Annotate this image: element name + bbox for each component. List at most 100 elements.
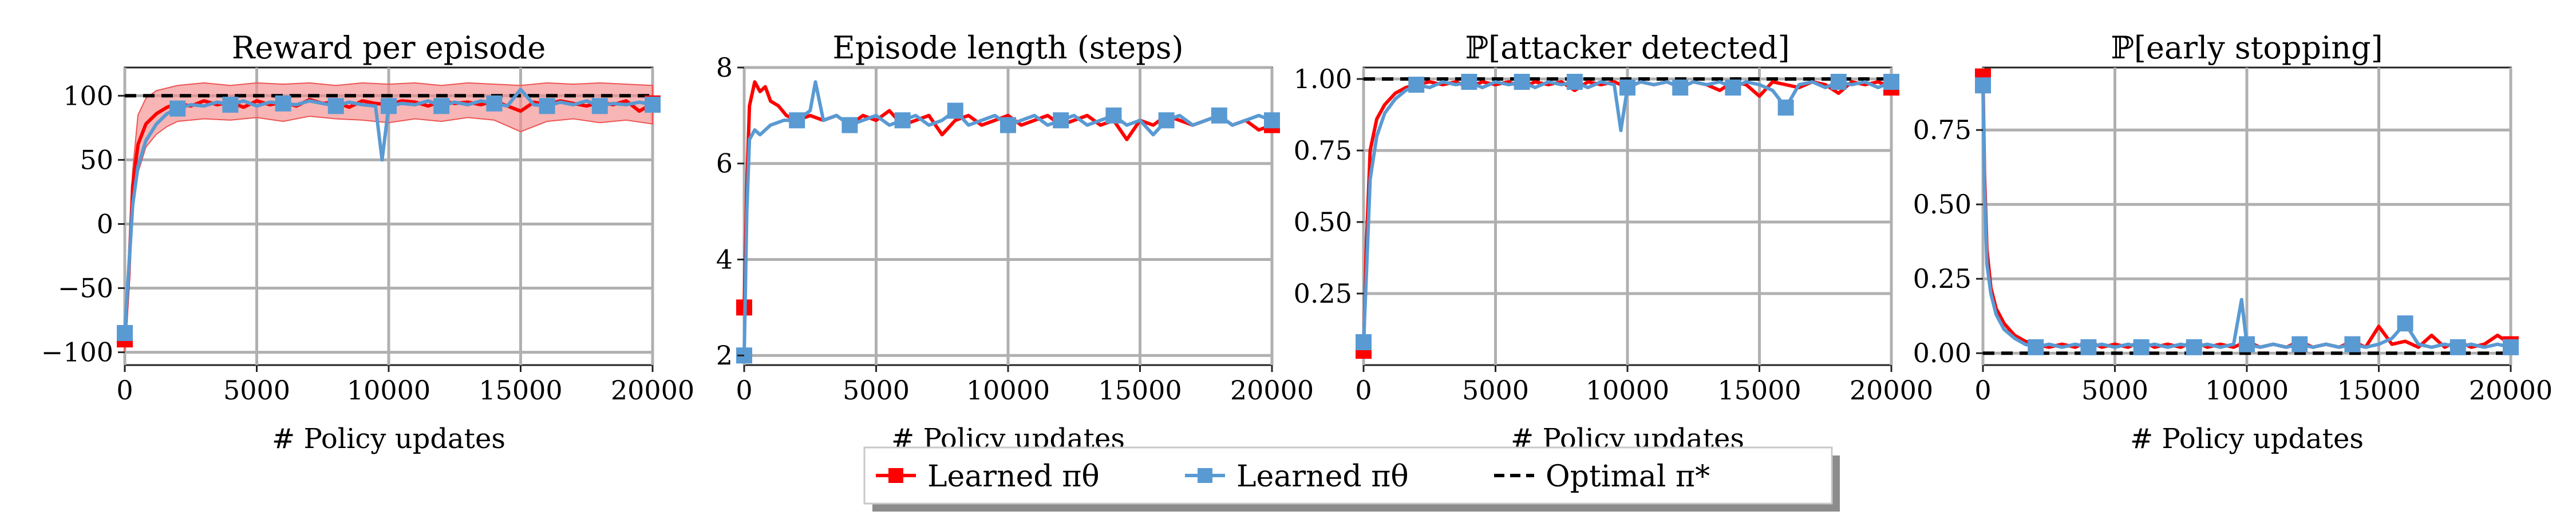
panel-detected-ytick-label: 0.75 bbox=[1294, 135, 1352, 166]
panel-reward-xtick-label: 15000 bbox=[479, 375, 562, 406]
panel-early-stopping-ytick-label: 0.75 bbox=[1913, 114, 1971, 145]
legend-box bbox=[863, 446, 1833, 505]
legend-entry-optimal: Optimal π* bbox=[1494, 459, 1710, 494]
panel-early-stopping-ticks: 0 5000 10000 15000 20000 0.00 0.25 0.50 0.75 bbox=[1913, 114, 2553, 406]
panel-reward-ytick-label: 100 bbox=[63, 80, 113, 111]
panel-length-xtick-label: 15000 bbox=[1098, 375, 1182, 406]
panel-early-stopping-series bbox=[1975, 68, 2519, 355]
panel-length-ytick-label: 8 bbox=[716, 52, 733, 83]
panel-early-stopping-series-blue-marker bbox=[2449, 339, 2466, 355]
panel-length-series-blue-marker bbox=[1000, 117, 1016, 133]
panel-detected-xtick-label: 20000 bbox=[1850, 375, 1933, 406]
panel-early-stopping-series-blue-marker bbox=[2397, 315, 2413, 332]
panel-early-stopping-xlabel: # Policy updates bbox=[2130, 423, 2364, 455]
panel-reward-ticks: 0 5000 10000 15000 20000 −100 −50 0 50 100 bbox=[41, 80, 695, 406]
legend: Learned πθ Learned πθ Optimal π* bbox=[863, 446, 1840, 512]
panel-detected-series-blue-marker bbox=[1619, 80, 1635, 96]
panel-detected-xtick-label: 0 bbox=[1355, 375, 1372, 406]
panel-length-series-blue-marker bbox=[1053, 112, 1069, 129]
panel-early-stopping: ℙ[early stopping] # Policy updates 0 5000… bbox=[1913, 30, 2553, 455]
panel-reward-series-blue-marker bbox=[222, 97, 239, 113]
panel-detected-ticks: 0 5000 10000 15000 20000 0.25 0.50 0.75 1.00 bbox=[1294, 64, 1934, 406]
panel-detected-series-blue-marker bbox=[1777, 100, 1794, 116]
panel-length-series-blue-marker bbox=[1158, 112, 1175, 129]
panel-length-series-blue-marker bbox=[1264, 112, 1280, 129]
panel-reward: Reward per episode # Policy updates 0 500… bbox=[41, 30, 695, 455]
panel-length-series-blue-marker bbox=[789, 112, 805, 129]
legend-entry-red: Learned πθ bbox=[876, 459, 1100, 494]
panel-detected-title: ℙ[attacker detected] bbox=[1465, 30, 1789, 66]
panel-detected-xtick-label: 5000 bbox=[1462, 375, 1529, 406]
panel-length-series-blue-marker bbox=[841, 117, 858, 133]
panel-reward-series-blue-marker bbox=[117, 324, 133, 341]
panel-early-stopping-title: ℙ[early stopping] bbox=[2111, 30, 2383, 66]
panel-early-stopping-series-blue-marker bbox=[2344, 336, 2361, 352]
legend-optimal-label: Optimal π* bbox=[1546, 459, 1710, 494]
panel-early-stopping-series-blue-marker bbox=[2133, 339, 2150, 355]
panel-length-title: Episode length (steps) bbox=[832, 30, 1183, 66]
panel-early-stopping-xtick-label: 10000 bbox=[2205, 375, 2289, 406]
panel-early-stopping-xtick-label: 0 bbox=[1974, 375, 1991, 406]
panel-detected-series-blue-marker bbox=[1566, 74, 1583, 90]
panel-length-series-blue-marker bbox=[894, 112, 911, 129]
panel-detected-ytick-label: 0.25 bbox=[1294, 278, 1352, 309]
panel-reward-ytick-label: 0 bbox=[97, 208, 113, 239]
panel-reward-ytick-label: 50 bbox=[80, 144, 113, 175]
panel-length-ytick-label: 2 bbox=[716, 340, 733, 371]
panel-length-ticks: 0 5000 10000 15000 20000 2 4 6 8 bbox=[716, 52, 1314, 406]
panel-reward-series-blue-marker bbox=[591, 98, 608, 114]
panel-reward-title: Reward per episode bbox=[232, 30, 546, 66]
panel-reward-ytick-label: −100 bbox=[41, 337, 113, 368]
panel-early-stopping-series-blue-marker bbox=[1975, 77, 1991, 94]
legend-blue-label: Learned πθ bbox=[1236, 459, 1409, 494]
panel-length-ytick-label: 4 bbox=[716, 244, 733, 275]
panel-early-stopping-series-blue-marker bbox=[2239, 336, 2255, 352]
panel-detected-xtick-label: 15000 bbox=[1717, 375, 1801, 406]
panel-reward-xtick-label: 20000 bbox=[611, 375, 694, 406]
panel-length-grid bbox=[742, 66, 1274, 365]
panel-early-stopping-ytick-label: 0.00 bbox=[1913, 338, 1971, 369]
panel-reward-series-blue-marker bbox=[539, 98, 555, 114]
panel-detected-xtick-label: 10000 bbox=[1586, 375, 1669, 406]
panel-length-series-blue-marker bbox=[1211, 107, 1227, 124]
panel-detected-series-blue-marker bbox=[1461, 74, 1477, 90]
panel-length-series bbox=[736, 80, 1280, 364]
panel-reward-series bbox=[117, 88, 661, 348]
panel-detected-series-blue-marker bbox=[1883, 74, 1899, 90]
panel-early-stopping-xtick-label: 15000 bbox=[2337, 375, 2420, 406]
panel-reward-xlabel: # Policy updates bbox=[272, 423, 505, 455]
panel-length-series-blue-marker bbox=[947, 102, 963, 119]
panel-reward-series-blue-marker bbox=[486, 95, 503, 112]
panel-reward-xtick-label: 0 bbox=[116, 375, 133, 406]
panel-detected-series-blue-marker bbox=[1408, 77, 1425, 93]
panel-reward-series-blue-marker bbox=[169, 100, 186, 117]
panel-length-ytick-label: 6 bbox=[716, 148, 733, 179]
panel-early-stopping-series-blue-marker bbox=[2080, 339, 2097, 355]
panel-early-stopping-ytick-label: 0.50 bbox=[1913, 189, 1971, 220]
panel-length-xtick-label: 5000 bbox=[843, 375, 910, 406]
legend-red-label: Learned πθ bbox=[927, 459, 1100, 494]
panel-length-xtick-label: 10000 bbox=[966, 375, 1050, 406]
panel-reward-series-blue-marker bbox=[381, 98, 397, 114]
panel-detected-series-blue-marker bbox=[1725, 80, 1741, 96]
legend-red-marker bbox=[888, 468, 903, 483]
panel-length-series-blue-marker bbox=[1105, 107, 1122, 124]
panel-reward-series-blue-marker bbox=[433, 98, 450, 114]
panel-detected-ytick-label: 1.00 bbox=[1294, 64, 1352, 94]
panel-detected-series-blue-marker bbox=[1830, 74, 1847, 90]
panel-early-stopping-xtick-label: 20000 bbox=[2469, 375, 2553, 406]
panel-early-stopping-series-blue-marker bbox=[2028, 339, 2044, 355]
panel-detected-series-blue-marker bbox=[1672, 80, 1689, 96]
panel-reward-ytick-label: −50 bbox=[58, 273, 113, 304]
panel-reward-xtick-label: 10000 bbox=[347, 375, 430, 406]
panel-length-xtick-label: 0 bbox=[736, 375, 752, 406]
panel-detected-series-blue-marker bbox=[1356, 334, 1372, 350]
panel-early-stopping-xtick-label: 5000 bbox=[2081, 375, 2148, 406]
panel-reward-series-blue-marker bbox=[327, 98, 344, 114]
panel-length-xtick-label: 20000 bbox=[1230, 375, 1314, 406]
panel-detected-ytick-label: 0.50 bbox=[1294, 207, 1352, 237]
panel-early-stopping-series-blue-marker bbox=[2503, 339, 2519, 355]
panel-reward-xtick-label: 5000 bbox=[223, 375, 290, 406]
